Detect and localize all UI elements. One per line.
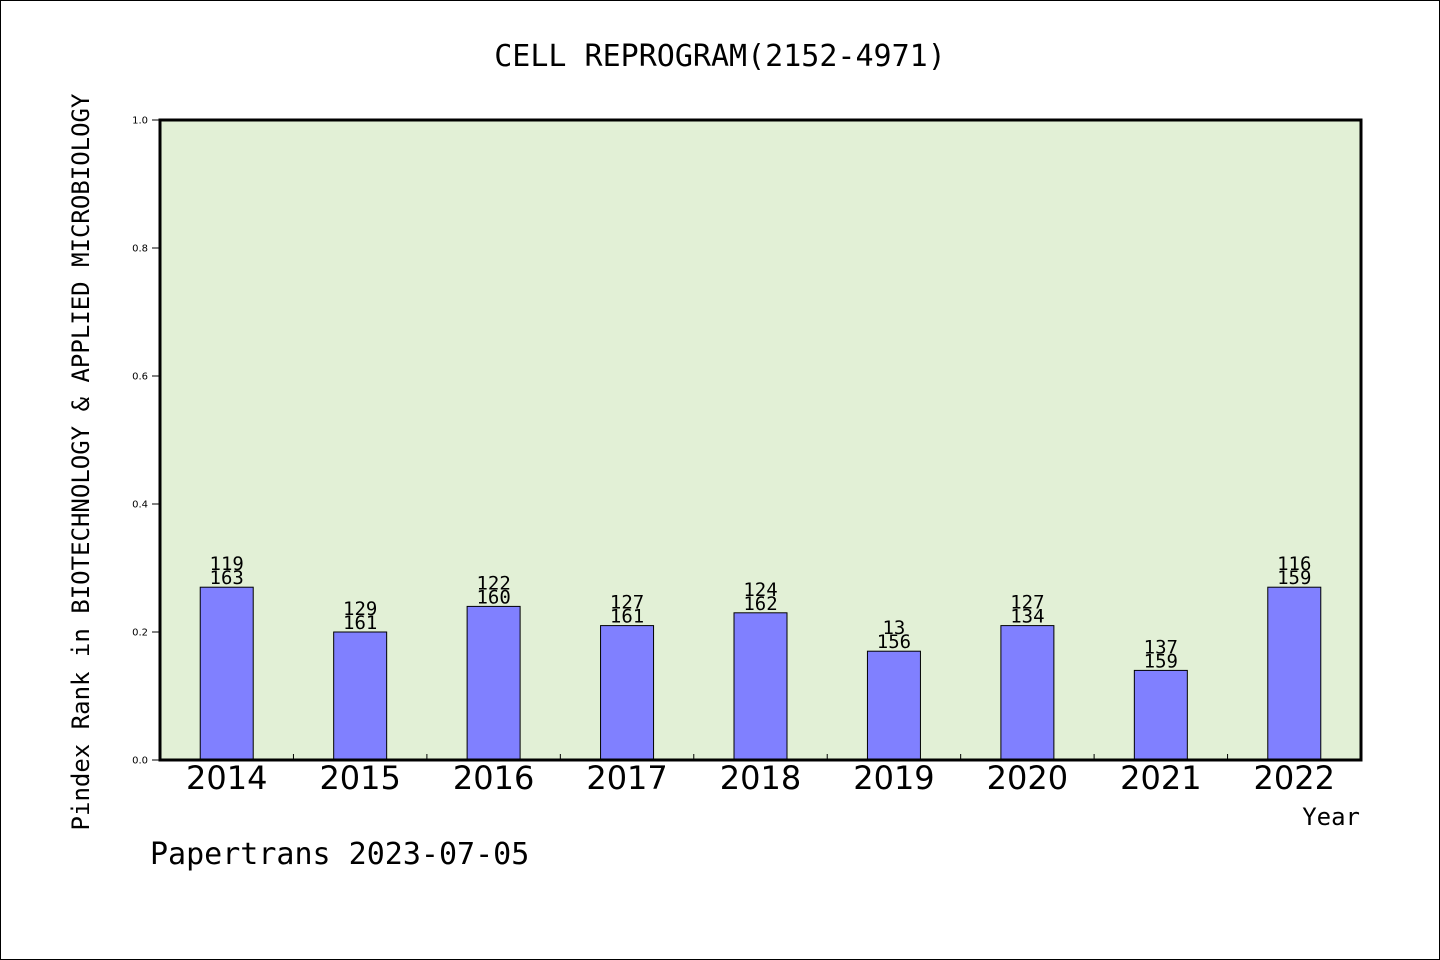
bar	[466, 605, 521, 761]
chart-title: CELL REPROGRAM(2152-4971)	[494, 39, 946, 74]
x-axis: 2014 2015 2016 2017 2018 2019 2020 2021 2022	[186, 754, 1335, 797]
y-axis-label: Pindex Rank in BIOTECHNOLOGY & APPLIED M…	[67, 93, 95, 830]
x-tick-label: 2019	[853, 759, 934, 797]
bar	[199, 586, 254, 761]
bar	[733, 612, 788, 761]
x-tick-label: 2017	[586, 759, 667, 797]
bar-label-bottom: 160	[476, 586, 510, 608]
x-axis-label: Year	[1302, 803, 1360, 831]
bar	[1267, 586, 1322, 761]
bar-label-bottom: 161	[610, 606, 644, 628]
bar-label-bottom: 159	[1144, 650, 1178, 672]
x-tick-label: 2018	[720, 759, 801, 797]
bar-label-top: 137	[1144, 636, 1178, 658]
bar-label-top: 122	[476, 572, 510, 594]
bar-label-top: 116	[1277, 553, 1311, 575]
bar-label-top: 127	[610, 592, 644, 614]
y-tick-label: 1.0	[132, 116, 148, 127]
bar	[1133, 669, 1188, 761]
bar-label-bottom: 134	[1010, 606, 1044, 628]
footer-credit: Papertrans 2023-07-05	[150, 837, 529, 872]
bar-label-bottom: 162	[743, 593, 777, 615]
bar-label-bottom: 159	[1277, 567, 1311, 589]
x-tick-label: 2020	[987, 759, 1068, 797]
y-tick-label: 0.0	[132, 756, 148, 767]
bar-label-top: 13	[882, 617, 905, 639]
bar-label-bottom: 161	[343, 612, 377, 634]
bar-label-top: 127	[1010, 592, 1044, 614]
bar-label-bottom: 156	[877, 631, 911, 653]
bar	[333, 631, 388, 761]
x-tick-label: 2014	[186, 759, 267, 797]
y-tick-label: 0.2	[132, 628, 148, 639]
plot-border	[158, 118, 1363, 762]
y-tick-label: 0.6	[132, 372, 148, 383]
x-tick-label: 2022	[1254, 759, 1335, 797]
bar	[1000, 625, 1055, 761]
x-tick-label: 2016	[453, 759, 534, 797]
y-axis: 0.0 0.2 0.4 0.6 0.8 1.0	[132, 116, 160, 767]
bar-label-bottom: 163	[210, 567, 244, 589]
x-tick-label: 2021	[1120, 759, 1201, 797]
x-tick-label: 2015	[319, 759, 400, 797]
y-tick-label: 0.8	[132, 244, 148, 255]
y-tick-label: 0.4	[132, 500, 148, 511]
bar-label-top: 119	[210, 553, 244, 575]
bar	[866, 650, 921, 761]
bar	[600, 625, 655, 761]
bar-label-top: 124	[743, 579, 777, 601]
bar-label-top: 129	[343, 598, 377, 620]
